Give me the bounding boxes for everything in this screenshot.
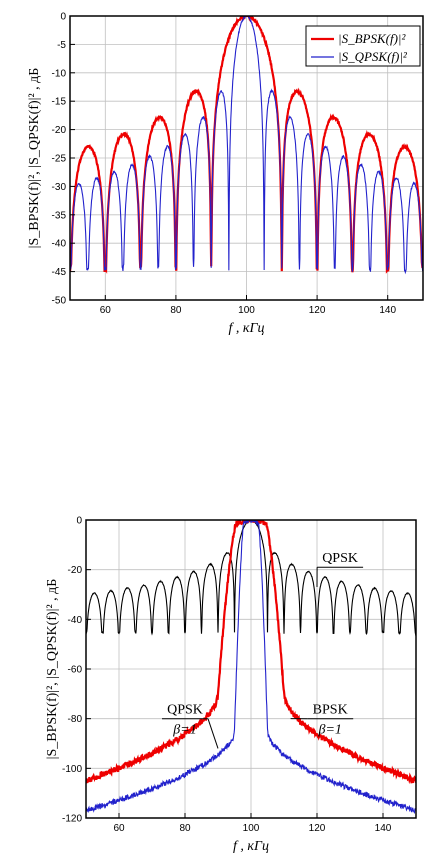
annotation-1: QPSK β=1 bbox=[162, 703, 219, 749]
y-tick-label: -60 bbox=[68, 665, 83, 676]
y-tick-label: -50 bbox=[52, 296, 67, 307]
y-tick-label: -120 bbox=[62, 814, 82, 825]
annotation-label: BPSK bbox=[313, 703, 348, 718]
y-tick-label: -10 bbox=[52, 68, 67, 79]
legend: |S_BPSK(f)|² |S_QPSK(f)|² bbox=[305, 25, 421, 67]
y-tick-label: -20 bbox=[52, 125, 67, 136]
annotation-sub: β=1 bbox=[172, 723, 196, 738]
chart-bottom: 60 80 100 120 140 0 -20 -40 -60 -80 -100 -120 f , кГ… bbox=[45, 516, 417, 854]
x-tick-label: 140 bbox=[375, 823, 392, 834]
series-line-2 bbox=[86, 520, 416, 815]
series-line-1 bbox=[70, 16, 423, 275]
x-tick-label: 120 bbox=[309, 305, 326, 316]
y-tick-label: -5 bbox=[57, 40, 66, 51]
annotation-label: QPSK bbox=[167, 703, 203, 718]
chart-top: 60 80 100 120 140 0 -5 -10 -15 -20 -25 -30 -35 -40 -45… bbox=[27, 12, 424, 336]
annotation-leader bbox=[207, 718, 219, 749]
y-tick-label: -100 bbox=[62, 764, 82, 775]
y-tick-label: -35 bbox=[52, 210, 67, 221]
x-tick-label: 60 bbox=[113, 823, 125, 834]
x-tick-label: 80 bbox=[170, 305, 182, 316]
y-axis-label: |S_BPSK(f)|², |S_QPSK(f)|² , дБ bbox=[27, 68, 42, 249]
x-tick-label: 100 bbox=[243, 823, 260, 834]
annotation-label: QPSK bbox=[322, 551, 358, 566]
y-tick-label: -25 bbox=[52, 154, 67, 165]
x-tick-label: 140 bbox=[379, 305, 396, 316]
y-tick-label: -30 bbox=[52, 182, 67, 193]
y-tick-label: 0 bbox=[60, 12, 66, 23]
y-axis-label: |S_BPSK(f)|², |S_QPSK(f)|² , дБ bbox=[45, 579, 60, 760]
annotation-0: QPSK bbox=[316, 551, 364, 588]
x-tick-label: 120 bbox=[309, 823, 326, 834]
legend-box bbox=[305, 25, 421, 67]
y-tick-label: -15 bbox=[52, 97, 67, 108]
y-tick-label: 0 bbox=[76, 516, 82, 527]
y-tick-label: -40 bbox=[68, 615, 83, 626]
series-line-0 bbox=[70, 16, 423, 274]
legend-label-0: |S_BPSK(f)|² bbox=[338, 31, 406, 46]
grid bbox=[86, 519, 416, 819]
y-tick-label: -80 bbox=[68, 714, 83, 725]
x-axis-label: f , кГц bbox=[229, 321, 265, 336]
x-tick-label: 80 bbox=[179, 823, 191, 834]
x-tick-label: 60 bbox=[100, 305, 112, 316]
y-tick-label: -45 bbox=[52, 267, 67, 278]
x-axis-label: f , кГц bbox=[233, 839, 269, 854]
annotation-sub: β=1 bbox=[317, 723, 341, 738]
annotation-2: BPSK β=1 bbox=[290, 703, 354, 738]
legend-label-1: |S_QPSK(f)|² bbox=[338, 49, 408, 64]
x-tick-label: 100 bbox=[238, 305, 255, 316]
y-tick-label: -40 bbox=[52, 239, 67, 250]
y-tick-label: -20 bbox=[68, 565, 83, 576]
series-line-1 bbox=[86, 520, 416, 785]
